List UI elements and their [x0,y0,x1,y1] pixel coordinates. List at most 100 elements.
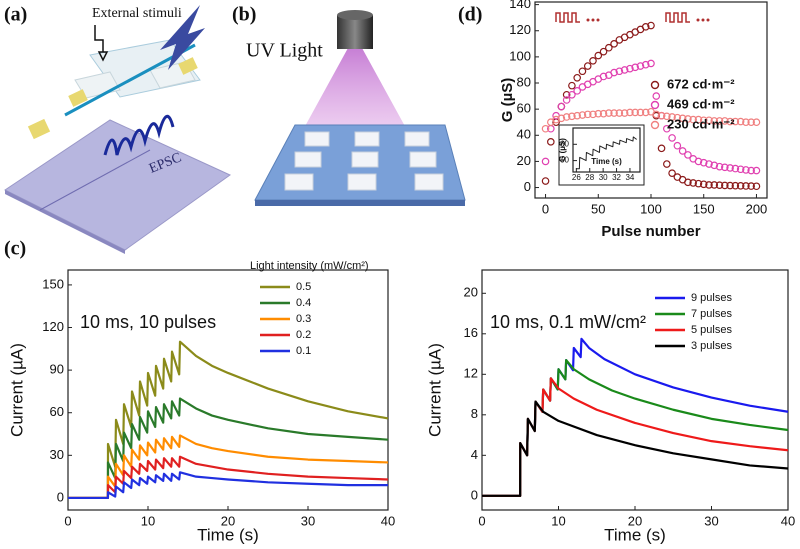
y-tick-label: 150 [42,276,64,291]
data-point [589,56,597,65]
data-point [557,114,566,123]
data-point [726,164,734,172]
legend-label: 0.4 [296,297,311,309]
data-point [726,181,734,190]
legend-label: 0.5 [296,281,311,293]
data-point [699,116,708,125]
y-tick-label: 120 [42,319,64,334]
y-tick-label: 0 [524,179,531,194]
data-point [583,110,592,119]
legend-label: 9 pulses [691,292,732,304]
data-point [562,90,571,99]
data-point [631,108,639,117]
data-point [631,63,639,72]
data-point [652,92,661,100]
data-point [663,112,671,121]
data-point [694,157,703,166]
data-point [736,165,745,174]
y-tick-label: 20 [464,285,478,300]
data-line [68,434,389,500]
data-point [663,160,671,168]
x-tick-label: 50 [591,201,605,216]
legend-swatch [650,120,660,130]
x-tick-label: 100 [640,201,662,216]
panel-label: (c) [4,238,26,260]
data-point [742,182,750,190]
data-point [742,166,750,174]
legend-label: 230 cd·m⁻² [667,116,735,131]
data-point [610,109,618,117]
y-axis-label: Current (µA) [425,343,444,437]
data-point [747,118,755,127]
y-tick-label: 30 [50,447,64,462]
x-tick-label: 28 [585,173,594,182]
data-point [752,166,761,175]
y-tick-label: 100 [509,48,531,63]
data-point [721,181,729,190]
data-point [599,109,608,118]
data-point [641,23,650,31]
data-point [752,118,761,127]
stimulus-label: External stimuli [92,6,182,21]
data-point [684,178,692,187]
x-tick-label: 10 [551,513,565,528]
data-point [752,182,761,191]
data-point [620,66,629,74]
data-point [568,90,576,99]
x-axis-label: Time (s) [604,525,666,544]
y-tick-label: 140 [509,0,531,11]
data-point [699,158,708,167]
data-point [568,112,576,121]
data-point [626,108,634,117]
data-point [620,109,629,117]
y-tick-label: 12 [464,366,478,381]
legend-swatch [650,80,660,90]
data-point [668,113,676,121]
data-point [605,109,613,117]
data-line [68,340,389,500]
data-point [710,161,719,170]
data-point [657,111,666,120]
x-tick-label: 0 [542,201,549,216]
legend-label: 7 pulses [691,308,732,320]
y-axis-label: G (µS) [499,78,516,122]
data-point [636,108,645,117]
data-line [68,397,389,500]
data-point [747,182,755,190]
x-tick-label: 150 [693,201,715,216]
data-line [68,455,389,500]
data-point [636,62,645,70]
data-point [705,160,713,168]
x-tick-label: 30 [599,173,608,182]
x-tick-label: 20 [628,513,642,528]
data-point [721,163,729,172]
data-point [541,124,550,133]
legend-title: Light intensity (mW/cm²) [250,260,369,272]
y-tick-label: 0 [57,489,64,504]
x-tick-label: 26 [572,173,581,182]
uv-illustration [254,10,466,206]
data-point [552,115,560,124]
data-point [710,117,719,125]
y-tick-label: 40 [517,127,531,142]
data-point [573,111,581,120]
plot-frame [481,269,789,511]
data-point [610,40,618,48]
y-tick-label: 8 [471,406,478,421]
data-point [673,113,682,122]
data-point [615,67,624,76]
data-point [541,177,550,185]
data-point [641,108,650,117]
y-tick-label: 60 [517,101,531,116]
y-tick-label: 90 [50,362,64,377]
x-tick-label: 10 [141,513,155,528]
legend-label: 5 pulses [691,324,732,336]
x-tick-label: 20 [221,513,235,528]
data-point [605,43,613,52]
data-point [583,62,592,70]
x-axis-label: Time (s) [591,157,622,166]
legend-label: 0.1 [296,345,311,357]
y-tick-label: 60 [50,404,64,419]
data-point [715,181,724,189]
